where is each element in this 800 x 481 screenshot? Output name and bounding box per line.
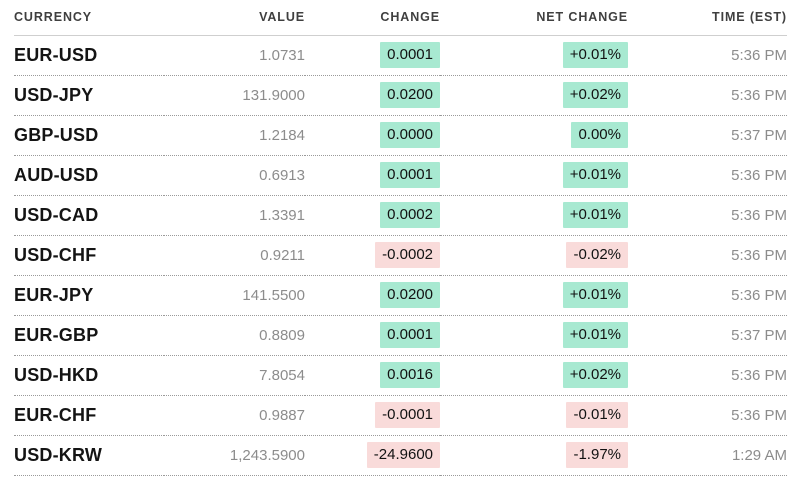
table-row: USD-HKD 7.8054 0.0016 +0.02% 5:36 PM [14, 355, 787, 396]
change-cell: -0.0001 [305, 395, 440, 436]
change-cell: 0.0001 [305, 155, 440, 196]
net-change-cell: +0.01% [440, 35, 628, 76]
net-change-badge: -0.02% [566, 242, 628, 268]
net-change-badge: +0.02% [562, 362, 628, 388]
net-change-badge: +0.01% [562, 322, 628, 348]
currency-pair-link[interactable]: AUD-USD [14, 155, 164, 196]
value-cell: 1.2184 [164, 115, 305, 156]
table-row: EUR-JPY 141.5500 0.0200 +0.01% 5:36 PM [14, 275, 787, 316]
net-change-badge: +0.01% [562, 202, 628, 228]
table-row: USD-KRW 1,243.5900 -24.9600 -1.97% 1:29 … [14, 435, 787, 476]
currency-pair-link[interactable]: EUR-USD [14, 35, 164, 76]
change-badge: 0.0200 [380, 282, 440, 308]
col-header-net-change: NET CHANGE [440, 0, 628, 36]
value-cell: 131.9000 [164, 75, 305, 116]
value-cell: 0.8809 [164, 315, 305, 356]
time-cell: 5:36 PM [628, 75, 787, 116]
table-row: AUD-USD 0.6913 0.0001 +0.01% 5:36 PM [14, 155, 787, 196]
col-header-time: TIME (EST) [628, 0, 787, 36]
net-change-cell: +0.02% [440, 355, 628, 396]
value-cell: 7.8054 [164, 355, 305, 396]
time-cell: 5:36 PM [628, 155, 787, 196]
change-cell: 0.0200 [305, 275, 440, 316]
net-change-cell: +0.01% [440, 275, 628, 316]
table-row: EUR-USD 1.0731 0.0001 +0.01% 5:36 PM [14, 35, 787, 76]
net-change-cell: +0.01% [440, 195, 628, 236]
time-cell: 5:37 PM [628, 315, 787, 356]
time-cell: 5:36 PM [628, 395, 787, 436]
table-row: GBP-USD 1.2184 0.0000 0.00% 5:37 PM [14, 115, 787, 156]
currency-pair-link[interactable]: USD-JPY [14, 75, 164, 116]
time-cell: 5:37 PM [628, 115, 787, 156]
time-cell: 5:36 PM [628, 195, 787, 236]
time-cell: 5:36 PM [628, 355, 787, 396]
change-badge: 0.0001 [380, 42, 440, 68]
table-row: EUR-CHF 0.9887 -0.0001 -0.01% 5:36 PM [14, 395, 787, 436]
change-cell: 0.0001 [305, 35, 440, 76]
col-header-currency: CURRENCY [14, 0, 164, 36]
change-cell: -24.9600 [305, 435, 440, 476]
currency-pair-link[interactable]: GBP-USD [14, 115, 164, 156]
table-row: EUR-GBP 0.8809 0.0001 +0.01% 5:37 PM [14, 315, 787, 356]
value-cell: 1.0731 [164, 35, 305, 76]
net-change-cell: 0.00% [440, 115, 628, 156]
change-cell: 0.0000 [305, 115, 440, 156]
currency-pair-link[interactable]: EUR-CHF [14, 395, 164, 436]
currency-pair-link[interactable]: USD-KRW [14, 435, 164, 476]
change-badge: 0.0016 [380, 362, 440, 388]
net-change-badge: +0.01% [562, 162, 628, 188]
table-row: USD-JPY 131.9000 0.0200 +0.02% 5:36 PM [14, 75, 787, 116]
change-cell: 0.0001 [305, 315, 440, 356]
net-change-cell: +0.01% [440, 155, 628, 196]
change-cell: 0.0002 [305, 195, 440, 236]
change-cell: -0.0002 [305, 235, 440, 276]
net-change-badge: -0.01% [566, 402, 628, 428]
change-cell: 0.0016 [305, 355, 440, 396]
value-cell: 1,243.5900 [164, 435, 305, 476]
currency-pair-link[interactable]: EUR-GBP [14, 315, 164, 356]
table-row: USD-CHF 0.9211 -0.0002 -0.02% 5:36 PM [14, 235, 787, 276]
value-cell: 141.5500 [164, 275, 305, 316]
change-cell: 0.0200 [305, 75, 440, 116]
header-row: CURRENCY VALUE CHANGE NET CHANGE TIME (E… [14, 0, 787, 36]
change-badge: 0.0002 [380, 202, 440, 228]
col-header-value: VALUE [164, 0, 305, 36]
net-change-cell: -0.02% [440, 235, 628, 276]
time-cell: 5:36 PM [628, 35, 787, 76]
net-change-cell: +0.02% [440, 75, 628, 116]
change-badge: 0.0200 [380, 82, 440, 108]
currency-pair-link[interactable]: USD-HKD [14, 355, 164, 396]
net-change-badge: +0.01% [562, 42, 628, 68]
col-header-change: CHANGE [305, 0, 440, 36]
net-change-badge: +0.01% [562, 282, 628, 308]
change-badge: -24.9600 [366, 442, 440, 468]
time-cell: 5:36 PM [628, 235, 787, 276]
time-cell: 1:29 AM [628, 435, 787, 476]
change-badge: -0.0001 [375, 402, 440, 428]
time-cell: 5:36 PM [628, 275, 787, 316]
value-cell: 0.9211 [164, 235, 305, 276]
net-change-cell: +0.01% [440, 315, 628, 356]
table-row: USD-CAD 1.3391 0.0002 +0.01% 5:36 PM [14, 195, 787, 236]
change-badge: 0.0001 [380, 162, 440, 188]
value-cell: 1.3391 [164, 195, 305, 236]
net-change-cell: -1.97% [440, 435, 628, 476]
currency-pair-link[interactable]: USD-CHF [14, 235, 164, 276]
change-badge: -0.0002 [375, 242, 440, 268]
change-badge: 0.0001 [380, 322, 440, 348]
value-cell: 0.9887 [164, 395, 305, 436]
net-change-badge: -1.97% [566, 442, 628, 468]
value-cell: 0.6913 [164, 155, 305, 196]
net-change-badge: 0.00% [571, 122, 628, 148]
net-change-badge: +0.02% [562, 82, 628, 108]
change-badge: 0.0000 [380, 122, 440, 148]
fx-rates-table: CURRENCY VALUE CHANGE NET CHANGE TIME (E… [14, 0, 787, 476]
currency-pair-link[interactable]: USD-CAD [14, 195, 164, 236]
currency-pair-link[interactable]: EUR-JPY [14, 275, 164, 316]
net-change-cell: -0.01% [440, 395, 628, 436]
